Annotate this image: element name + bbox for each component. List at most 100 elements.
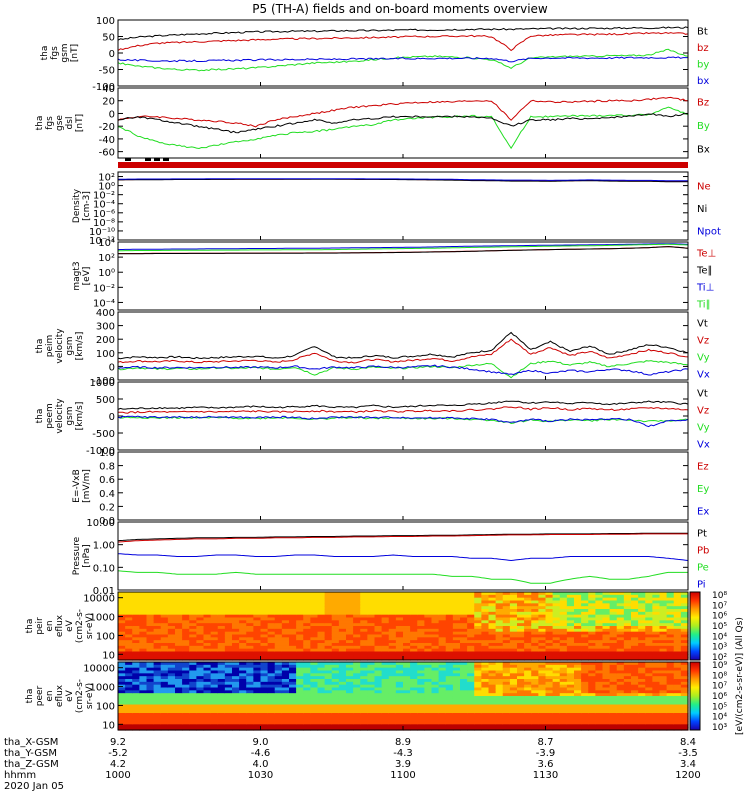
heatmap-cell bbox=[559, 676, 568, 680]
heatmap-cell bbox=[538, 654, 547, 658]
heatmap-cell bbox=[118, 651, 126, 655]
heatmap-cell bbox=[239, 676, 247, 680]
heatmap-cell bbox=[346, 614, 354, 619]
heatmap-cell bbox=[167, 713, 176, 717]
heatmap-cell bbox=[239, 715, 247, 720]
heatmap-cell bbox=[210, 710, 219, 714]
heatmap-cell bbox=[509, 643, 518, 647]
legend-label: Bt bbox=[697, 26, 708, 37]
heatmap-cell bbox=[239, 614, 247, 619]
heatmap-cell bbox=[274, 651, 283, 655]
heatmap-cell bbox=[502, 724, 511, 728]
heatmap-cell bbox=[616, 645, 625, 650]
heatmap-cell bbox=[602, 676, 611, 680]
heatmap-cell bbox=[210, 713, 219, 717]
heatmap-cell bbox=[517, 611, 525, 616]
heatmap-cell bbox=[281, 698, 290, 703]
heatmap-cell bbox=[517, 664, 525, 669]
heatmap-cell bbox=[524, 620, 532, 624]
heatmap-cell bbox=[395, 592, 404, 596]
heatmap-cell bbox=[324, 631, 333, 636]
heatmap-cell bbox=[680, 707, 689, 711]
heatmap-cell bbox=[509, 698, 518, 703]
heatmap-cell bbox=[260, 654, 269, 658]
heatmap-cell bbox=[659, 631, 668, 636]
heatmap-cell bbox=[538, 657, 547, 661]
heatmap-cell bbox=[581, 718, 589, 723]
heatmap-cell bbox=[445, 643, 454, 647]
heatmap-cell bbox=[160, 690, 169, 694]
heatmap-cell bbox=[623, 670, 632, 674]
heatmap-cell bbox=[160, 643, 169, 647]
heatmap-cell bbox=[289, 687, 297, 691]
heatmap-cell bbox=[203, 603, 212, 607]
heatmap-cell bbox=[118, 718, 126, 723]
heatmap-cell bbox=[595, 645, 604, 650]
heatmap-cell bbox=[638, 667, 646, 672]
heatmap-cell bbox=[531, 701, 539, 706]
heatmap-cell bbox=[146, 681, 155, 686]
heatmap-cell bbox=[559, 654, 568, 658]
heatmap-cell bbox=[673, 631, 682, 636]
heatmap-cell bbox=[224, 696, 233, 700]
heatmap-cell bbox=[160, 667, 169, 672]
heatmap-cell bbox=[182, 606, 190, 610]
heatmap-cell bbox=[160, 673, 169, 677]
heatmap-cell bbox=[132, 701, 140, 706]
heatmap-cell bbox=[281, 715, 290, 720]
heatmap-cell bbox=[374, 687, 383, 691]
heatmap-cell bbox=[139, 614, 148, 619]
heatmap-cell bbox=[232, 600, 240, 604]
heatmap-cell bbox=[374, 626, 383, 630]
heatmap-cell bbox=[623, 645, 632, 650]
heatmap-cell bbox=[175, 648, 183, 653]
heatmap-cell bbox=[574, 727, 582, 731]
heatmap-cell bbox=[410, 673, 418, 677]
heatmap-cell bbox=[217, 676, 226, 680]
heatmap-cell bbox=[224, 651, 233, 655]
heatmap-cell bbox=[552, 654, 561, 658]
heatmap-cell bbox=[281, 614, 290, 619]
heatmap-cell bbox=[395, 600, 404, 604]
heatmap-cell bbox=[460, 643, 468, 647]
heatmap-cell bbox=[616, 698, 625, 703]
heatmap-cell bbox=[381, 701, 390, 706]
heatmap-cell bbox=[424, 611, 433, 616]
heatmap-cell bbox=[324, 690, 333, 694]
heatmap-cell bbox=[595, 690, 604, 694]
heatmap-cell bbox=[488, 614, 497, 619]
heatmap-cell bbox=[581, 597, 589, 602]
heatmap-cell bbox=[253, 628, 262, 633]
heatmap-cell bbox=[189, 701, 197, 706]
heatmap-cell bbox=[574, 693, 582, 697]
heatmap-cell bbox=[509, 713, 518, 717]
heatmap-cell bbox=[132, 628, 140, 633]
heatmap-cell bbox=[125, 676, 133, 680]
heatmap-cell bbox=[652, 696, 661, 700]
heatmap-cell bbox=[310, 626, 319, 630]
heatmap-cell bbox=[417, 623, 425, 627]
heatmap-cell bbox=[410, 681, 418, 686]
heatmap-cell bbox=[467, 643, 475, 647]
heatmap-cell bbox=[452, 670, 461, 674]
heatmap-cell bbox=[481, 715, 490, 720]
heatmap-cell bbox=[467, 603, 475, 607]
heatmap-cell bbox=[246, 654, 254, 658]
heatmap-cell bbox=[445, 724, 454, 728]
heatmap-cell bbox=[659, 643, 668, 647]
heatmap-cell bbox=[552, 592, 561, 596]
heatmap-cell bbox=[167, 670, 176, 674]
heatmap-cell bbox=[559, 667, 568, 672]
heatmap-cell bbox=[566, 727, 575, 731]
heatmap-cell bbox=[452, 718, 461, 723]
heatmap-cell bbox=[367, 707, 376, 711]
heatmap-cell bbox=[374, 611, 383, 616]
legend-label: Pi bbox=[697, 580, 706, 591]
heatmap-cell bbox=[417, 606, 425, 610]
heatmap-cell bbox=[445, 707, 454, 711]
heatmap-cell bbox=[395, 662, 404, 666]
heatmap-cell bbox=[595, 631, 604, 636]
heatmap-cell bbox=[481, 592, 490, 596]
heatmap-cell bbox=[538, 634, 547, 638]
